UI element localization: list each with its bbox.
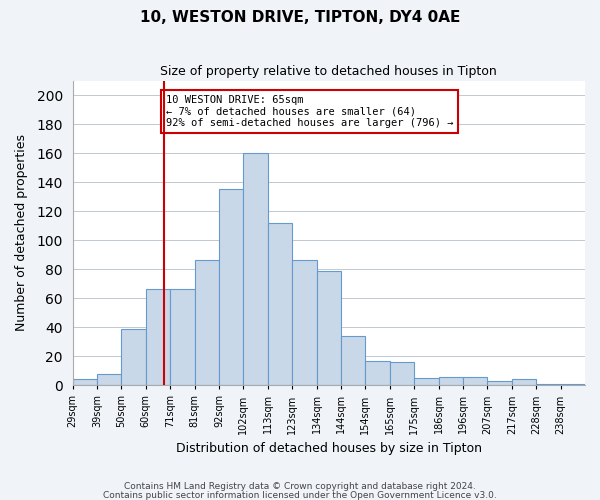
Bar [365,360,390,386]
Bar [121,328,146,386]
X-axis label: Distribution of detached houses by size in Tipton: Distribution of detached houses by size … [176,442,482,455]
Bar [292,260,317,386]
Bar [244,153,268,386]
Bar [219,190,244,386]
Bar [146,290,170,386]
Bar [170,290,194,386]
Bar [317,270,341,386]
Title: Size of property relative to detached houses in Tipton: Size of property relative to detached ho… [160,65,497,78]
Bar [560,384,585,386]
Text: Contains public sector information licensed under the Open Government Licence v3: Contains public sector information licen… [103,490,497,500]
Bar [487,381,512,386]
Bar [341,336,365,386]
Bar [512,380,536,386]
Bar [73,380,97,386]
Bar [390,362,414,386]
Bar [194,260,219,386]
Bar [536,384,560,386]
Bar [97,374,121,386]
Bar [414,378,439,386]
Y-axis label: Number of detached properties: Number of detached properties [15,134,28,332]
Bar [268,223,292,386]
Text: 10, WESTON DRIVE, TIPTON, DY4 0AE: 10, WESTON DRIVE, TIPTON, DY4 0AE [140,10,460,25]
Text: 10 WESTON DRIVE: 65sqm
← 7% of detached houses are smaller (64)
92% of semi-deta: 10 WESTON DRIVE: 65sqm ← 7% of detached … [166,95,453,128]
Bar [463,376,487,386]
Bar [439,376,463,386]
Text: Contains HM Land Registry data © Crown copyright and database right 2024.: Contains HM Land Registry data © Crown c… [124,482,476,491]
